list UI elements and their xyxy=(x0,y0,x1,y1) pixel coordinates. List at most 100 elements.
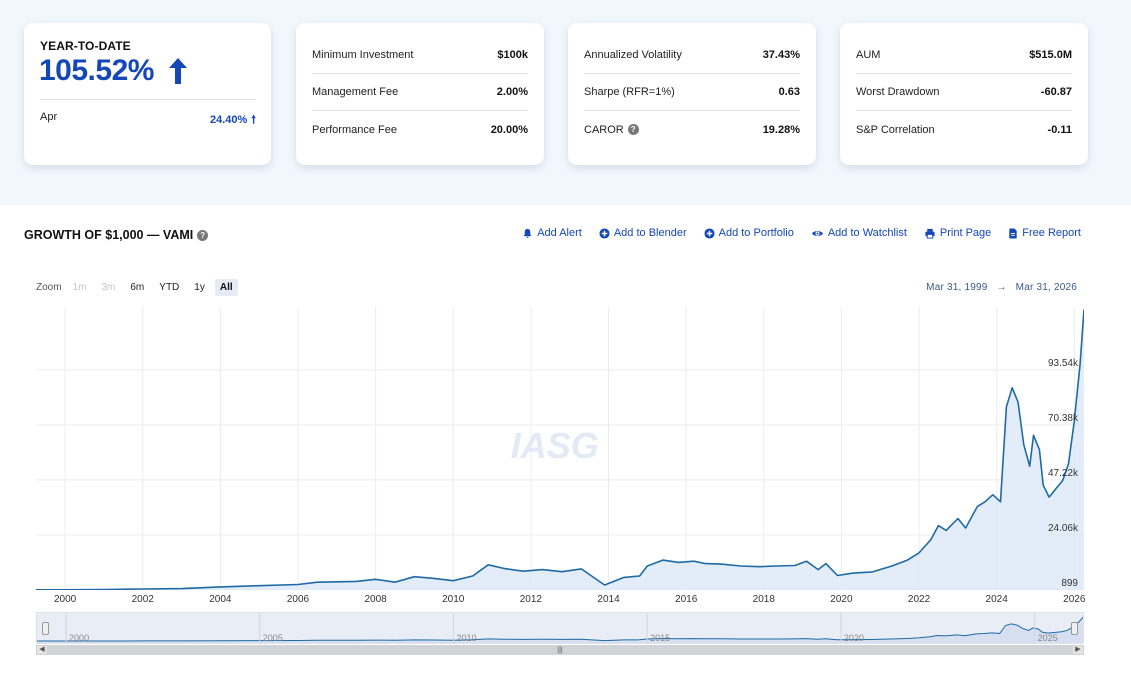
zoom-6m-button[interactable]: 6m xyxy=(130,282,145,293)
stat-value: 0.63 xyxy=(778,86,800,98)
arrow-up-icon: 🠕 xyxy=(251,114,256,126)
stat-value: 2.00% xyxy=(496,86,528,98)
zoom-3m-button[interactable]: 3m xyxy=(101,282,116,293)
series-area xyxy=(36,309,1084,590)
stat-row: Performance Fee 20.00% xyxy=(312,111,528,148)
stat-row: Minimum Investment $100k xyxy=(312,37,528,74)
y-tick-label: 47.22k xyxy=(1048,468,1079,479)
zoom-ytd-button[interactable]: YTD xyxy=(159,282,180,293)
navigator-series xyxy=(37,613,1083,643)
range-to[interactable]: Mar 31, 2026 xyxy=(1015,282,1077,293)
navigator-tick-label: 2020 xyxy=(843,633,864,643)
section-title: GROWTH OF $1,000 — VAMI ? xyxy=(24,228,209,242)
navigator-right-handle[interactable] xyxy=(1071,622,1078,635)
zoom-selector: Zoom 1m 3m 6m YTD 1y All xyxy=(36,279,243,296)
grip-icon: ||| xyxy=(557,647,563,654)
x-tick-label: 2014 xyxy=(597,594,620,605)
x-tick-label: 2022 xyxy=(907,594,931,605)
x-tick-label: 2016 xyxy=(675,594,698,605)
caror-label: CAROR? xyxy=(584,124,639,136)
stat-label: CAROR xyxy=(584,123,624,136)
stat-value: $515.0M xyxy=(1029,49,1072,61)
stat-value: 37.43% xyxy=(762,49,800,61)
navigator-line xyxy=(37,616,1083,642)
print-page-button[interactable]: Print Page xyxy=(924,227,991,239)
stat-row: Sharpe (RFR=1%) 0.63 xyxy=(584,74,800,111)
navigator-tick-label: 2000 xyxy=(69,633,90,643)
ytd-card: YEAR-TO-DATE 105.52% Apr 24.40% 🠕 xyxy=(24,23,271,165)
zoom-1y-button[interactable]: 1y xyxy=(194,282,205,293)
y-tick-label: 93.54k xyxy=(1048,358,1079,369)
zoom-all-button[interactable]: All xyxy=(214,279,238,296)
month-value: 24.40% xyxy=(209,114,248,126)
x-axis: 2000 2002 2004 2006 2008 2010 2012 2014 2016 2018… xyxy=(36,594,1085,608)
x-tick-label: 2002 xyxy=(131,594,154,605)
navigator-tick-label: 2010 xyxy=(456,633,477,643)
range-from[interactable]: Mar 31, 1999 xyxy=(926,282,988,293)
add-alert-button[interactable]: Add Alert xyxy=(522,227,582,239)
stat-row: AUM $515.0M xyxy=(856,37,1072,74)
vami-chart[interactable]: IASG 899 24.06k 47.22k 70.38k 93.54k xyxy=(36,307,1084,590)
zoom-1m-button[interactable]: 1m xyxy=(72,282,87,293)
action-label: Add to Watchlist xyxy=(827,227,907,239)
month-label: Apr xyxy=(40,111,58,123)
x-tick-label: 2008 xyxy=(364,594,387,605)
x-tick-label: 2018 xyxy=(752,594,775,605)
fund-card: AUM $515.0M Worst Drawdown -60.87 S&P Corr… xyxy=(840,23,1088,165)
action-bar: Add Alert Add to Blender Add to Portfoli… xyxy=(505,227,1081,239)
stat-label: AUM xyxy=(856,49,881,61)
x-tick-label: 2024 xyxy=(985,594,1008,605)
action-label: Print Page xyxy=(939,227,992,239)
scrollbar-thumb[interactable]: ||| xyxy=(47,646,1073,654)
scroll-right-icon[interactable]: ▶ xyxy=(1075,646,1081,653)
ytd-value: 105.52% xyxy=(39,54,154,87)
add-to-watchlist-button[interactable]: Add to Watchlist xyxy=(811,227,907,239)
stat-row: Annualized Volatility 37.43% xyxy=(584,37,800,74)
arrow-up-icon xyxy=(169,58,187,84)
range-arrow: → xyxy=(996,282,1007,293)
help-icon[interactable]: ? xyxy=(627,124,639,135)
navigator-left-handle[interactable] xyxy=(42,622,49,635)
x-tick-label: 2004 xyxy=(209,594,232,605)
add-to-portfolio-button[interactable]: Add to Portfolio xyxy=(704,227,794,239)
stat-value: $100k xyxy=(497,49,528,61)
chart-scrollbar[interactable]: ◀ ||| ▶ xyxy=(36,645,1084,655)
action-label: Add to Portfolio xyxy=(718,227,794,239)
y-tick-label: 24.06k xyxy=(1048,523,1079,534)
chart-navigator[interactable]: 2000 2005 2010 2015 2020 2025 xyxy=(36,612,1084,644)
stat-label: Sharpe (RFR=1%) xyxy=(584,86,675,98)
bell-icon xyxy=(523,228,532,238)
navigator-tick-label: 2015 xyxy=(650,633,671,643)
stat-label: Performance Fee xyxy=(312,123,397,136)
section-title-text: GROWTH OF $1,000 — VAMI xyxy=(24,228,194,242)
action-label: Free Report xyxy=(1022,227,1081,239)
stat-row: Management Fee 2.00% xyxy=(312,74,528,111)
x-tick-label: 2020 xyxy=(830,594,853,605)
stat-label: S&P Correlation xyxy=(856,123,935,136)
stat-value: -60.87 xyxy=(1040,86,1072,98)
stat-value: -0.11 xyxy=(1047,123,1072,136)
watermark-logo: IASG xyxy=(511,425,599,466)
ytd-label: YEAR-TO-DATE xyxy=(40,39,131,53)
eye-icon xyxy=(811,230,823,236)
navigator-area xyxy=(37,617,1083,643)
add-to-blender-button[interactable]: Add to Blender xyxy=(599,227,687,239)
x-tick-label: 2000 xyxy=(53,594,77,605)
zoom-label: Zoom xyxy=(36,282,62,293)
series-line xyxy=(36,309,1084,590)
stat-label: Management Fee xyxy=(312,86,399,98)
stat-row: Worst Drawdown -60.87 xyxy=(856,74,1072,111)
help-icon[interactable]: ? xyxy=(197,229,209,241)
free-report-button[interactable]: Free Report xyxy=(1008,227,1081,239)
stat-label: Worst Drawdown xyxy=(856,86,940,98)
y-tick-label: 70.38k xyxy=(1048,413,1079,424)
x-tick-label: 2010 xyxy=(442,594,465,605)
risk-card: Annualized Volatility 37.43% Sharpe (RFR=… xyxy=(568,23,816,165)
plus-circle-icon xyxy=(704,227,715,239)
x-tick-label: 2012 xyxy=(519,594,542,605)
month-return: 24.40% 🠕 xyxy=(210,111,256,130)
stat-value: 19.28% xyxy=(762,123,800,136)
stat-label: Minimum Investment xyxy=(312,49,414,61)
scroll-left-icon[interactable]: ◀ xyxy=(39,646,45,653)
terms-card: Minimum Investment $100k Management Fee 2.… xyxy=(296,23,544,165)
